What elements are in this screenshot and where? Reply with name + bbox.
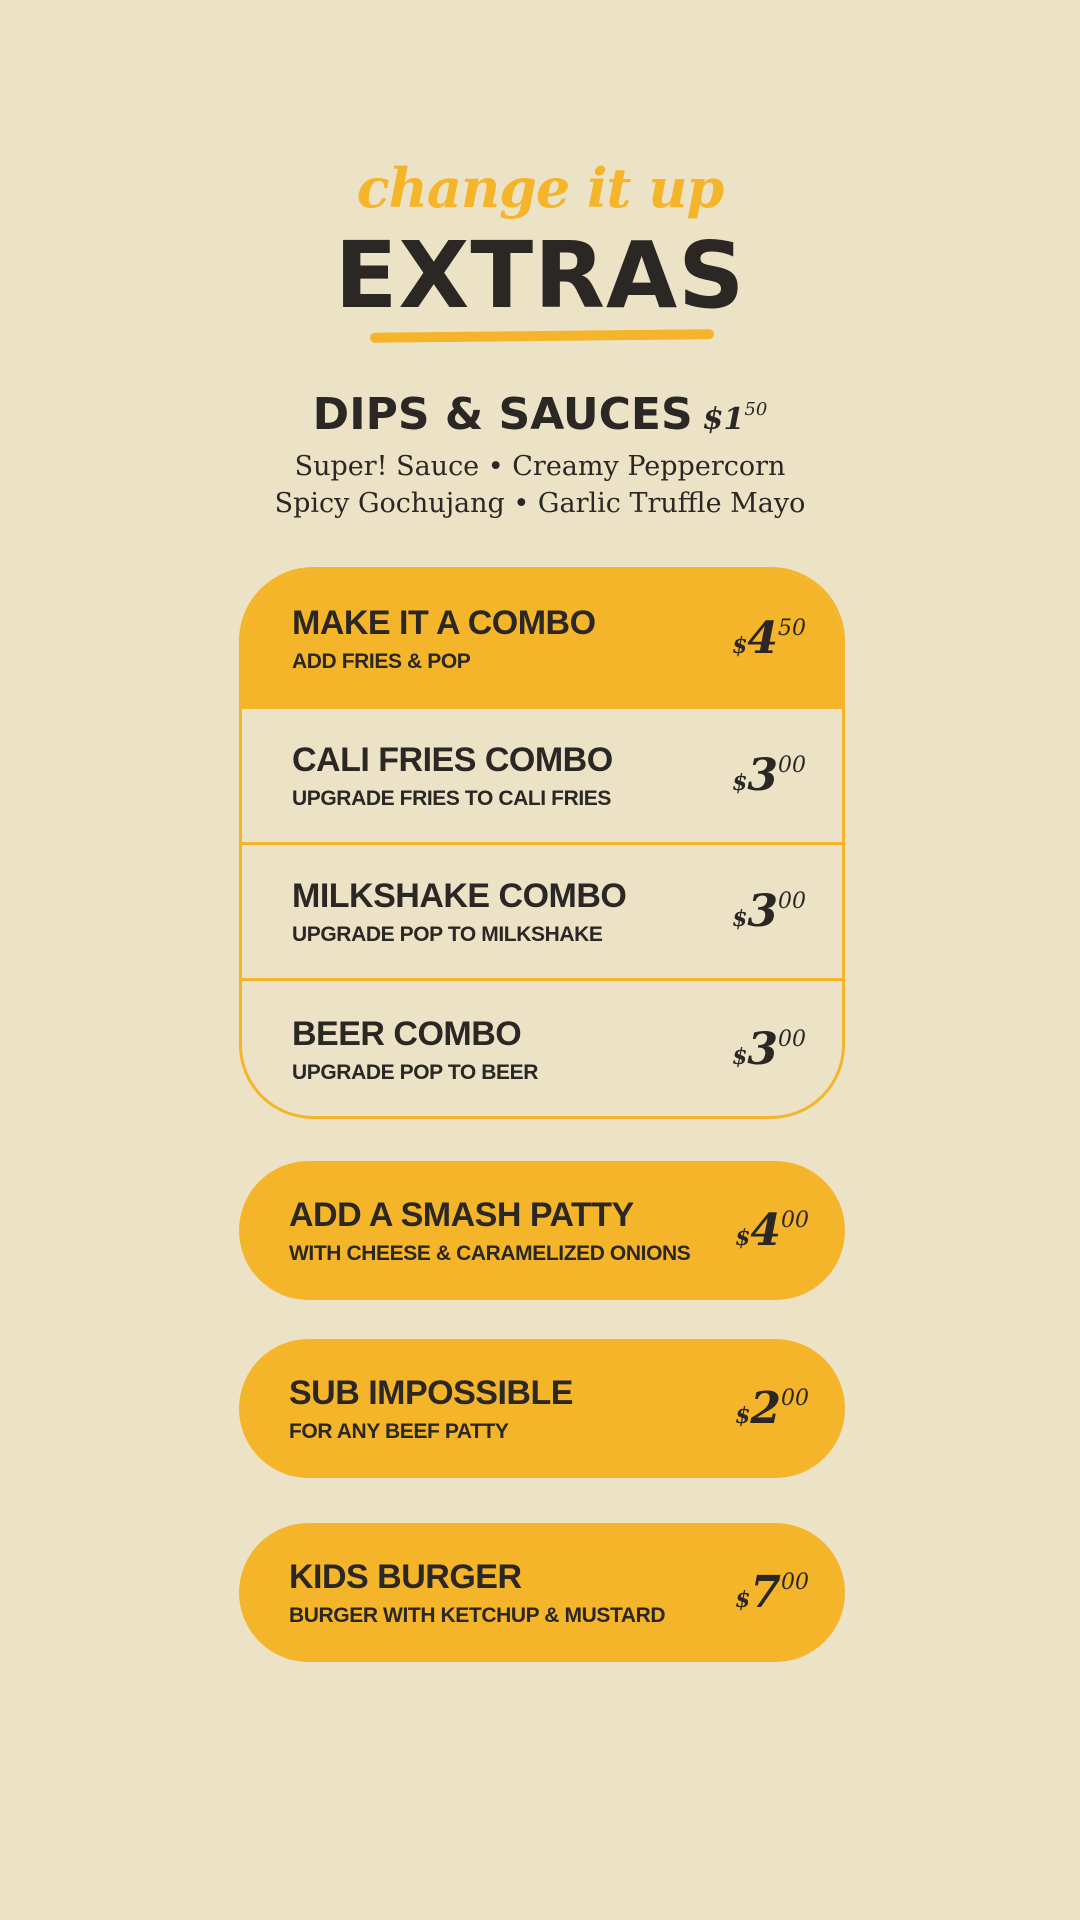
item-price: $200 bbox=[735, 1383, 809, 1434]
item-text: MILKSHAKE COMBO UPGRADE POP TO MILKSHAKE bbox=[292, 876, 718, 947]
item-text: SUB IMPOSSIBLE FOR ANY BEEF PATTY bbox=[289, 1373, 721, 1444]
price-whole: 1 bbox=[723, 402, 745, 437]
price-currency: $ bbox=[732, 906, 748, 932]
extra-item-sub-impossible: SUB IMPOSSIBLE FOR ANY BEEF PATTY $200 bbox=[239, 1339, 845, 1478]
price-whole: 2 bbox=[750, 1383, 781, 1434]
item-text: MAKE IT A COMBO ADD FRIES & POP bbox=[292, 603, 718, 674]
price-cents: 00 bbox=[778, 889, 806, 914]
item-subtitle: FOR ANY BEEF PATTY bbox=[289, 1420, 509, 1443]
sauce-list: Super! Sauce • Creamy Peppercorn Spicy G… bbox=[0, 448, 1080, 522]
item-title: SUB IMPOSSIBLE bbox=[289, 1374, 573, 1412]
price-currency: $ bbox=[732, 770, 748, 796]
item-price: $450 bbox=[732, 613, 806, 664]
combo-box: MAKE IT A COMBO ADD FRIES & POP $450 CAL… bbox=[239, 567, 845, 1119]
item-subtitle: ADD FRIES & POP bbox=[292, 649, 471, 673]
item-price: $400 bbox=[735, 1205, 809, 1256]
item-title: MAKE IT A COMBO bbox=[292, 603, 596, 642]
price-currency: $ bbox=[735, 1403, 751, 1429]
extra-item-smash-patty: ADD A SMASH PATTY WITH CHEESE & CARAMELI… bbox=[239, 1161, 845, 1300]
price-cents: 00 bbox=[781, 1208, 809, 1233]
price-whole: 3 bbox=[747, 750, 778, 801]
title-underline bbox=[369, 329, 715, 343]
item-price: $300 bbox=[732, 1024, 806, 1075]
item-text: KIDS BURGER BURGER WITH KETCHUP & MUSTAR… bbox=[289, 1557, 721, 1628]
price-cents: 00 bbox=[778, 1026, 806, 1052]
item-title: CALI FRIES COMBO bbox=[292, 741, 613, 779]
price-cents: 00 bbox=[781, 1386, 809, 1411]
price-currency: $ bbox=[702, 402, 724, 437]
tagline: change it up bbox=[356, 156, 725, 220]
item-subtitle: UPGRADE POP TO MILKSHAKE bbox=[292, 923, 603, 946]
price-cents: 00 bbox=[781, 1570, 809, 1595]
price-currency: $ bbox=[732, 1043, 748, 1070]
price-currency: $ bbox=[735, 1225, 751, 1251]
extra-item-kids-burger: KIDS BURGER BURGER WITH KETCHUP & MUSTAR… bbox=[239, 1523, 845, 1662]
price-currency: $ bbox=[735, 1587, 751, 1613]
sauce-line-1: Super! Sauce • Creamy Peppercorn bbox=[294, 451, 786, 482]
item-subtitle: WITH CHEESE & CARAMELIZED ONIONS bbox=[289, 1242, 691, 1265]
price-whole: 3 bbox=[747, 886, 778, 937]
item-title: ADD A SMASH PATTY bbox=[289, 1196, 634, 1234]
dips-title: DIPS & SAUCES bbox=[312, 389, 693, 440]
item-text: ADD A SMASH PATTY WITH CHEESE & CARAMELI… bbox=[289, 1195, 721, 1266]
item-title: MILKSHAKE COMBO bbox=[292, 877, 627, 915]
price-cents: 50 bbox=[778, 615, 806, 641]
combo-row: CALI FRIES COMBO UPGRADE FRIES TO CALI F… bbox=[242, 709, 842, 845]
item-title: KIDS BURGER bbox=[289, 1558, 522, 1596]
page-title: EXTRAS bbox=[334, 222, 746, 329]
combo-row: MAKE IT A COMBO ADD FRIES & POP $450 bbox=[242, 570, 842, 709]
item-subtitle: UPGRADE FRIES TO CALI FRIES bbox=[292, 787, 612, 810]
item-price: $300 bbox=[732, 750, 806, 801]
price-currency: $ bbox=[732, 632, 748, 659]
combo-row: MILKSHAKE COMBO UPGRADE POP TO MILKSHAKE… bbox=[242, 845, 842, 981]
item-text: CALI FRIES COMBO UPGRADE FRIES TO CALI F… bbox=[292, 740, 718, 811]
item-price: $700 bbox=[735, 1567, 809, 1618]
item-price: $300 bbox=[732, 886, 806, 937]
item-subtitle: BURGER WITH KETCHUP & MUSTARD bbox=[289, 1604, 666, 1627]
item-subtitle: UPGRADE POP TO BEER bbox=[292, 1060, 539, 1084]
price-whole: 3 bbox=[747, 1023, 778, 1075]
sauce-line-2: Spicy Gochujang • Garlic Truffle Mayo bbox=[274, 488, 806, 519]
item-text: BEER COMBO UPGRADE POP TO BEER bbox=[292, 1014, 718, 1085]
item-title: BEER COMBO bbox=[292, 1014, 522, 1053]
price-cents: 50 bbox=[744, 399, 768, 420]
price-cents: 00 bbox=[778, 753, 806, 778]
combo-row: BEER COMBO UPGRADE POP TO BEER $300 bbox=[242, 981, 842, 1116]
price-whole: 7 bbox=[750, 1567, 781, 1618]
price-whole: 4 bbox=[750, 1205, 781, 1256]
dips-price: $150 bbox=[702, 399, 768, 437]
price-whole: 4 bbox=[747, 612, 778, 664]
dips-heading: DIPS & SAUCES $150 bbox=[0, 382, 1080, 448]
